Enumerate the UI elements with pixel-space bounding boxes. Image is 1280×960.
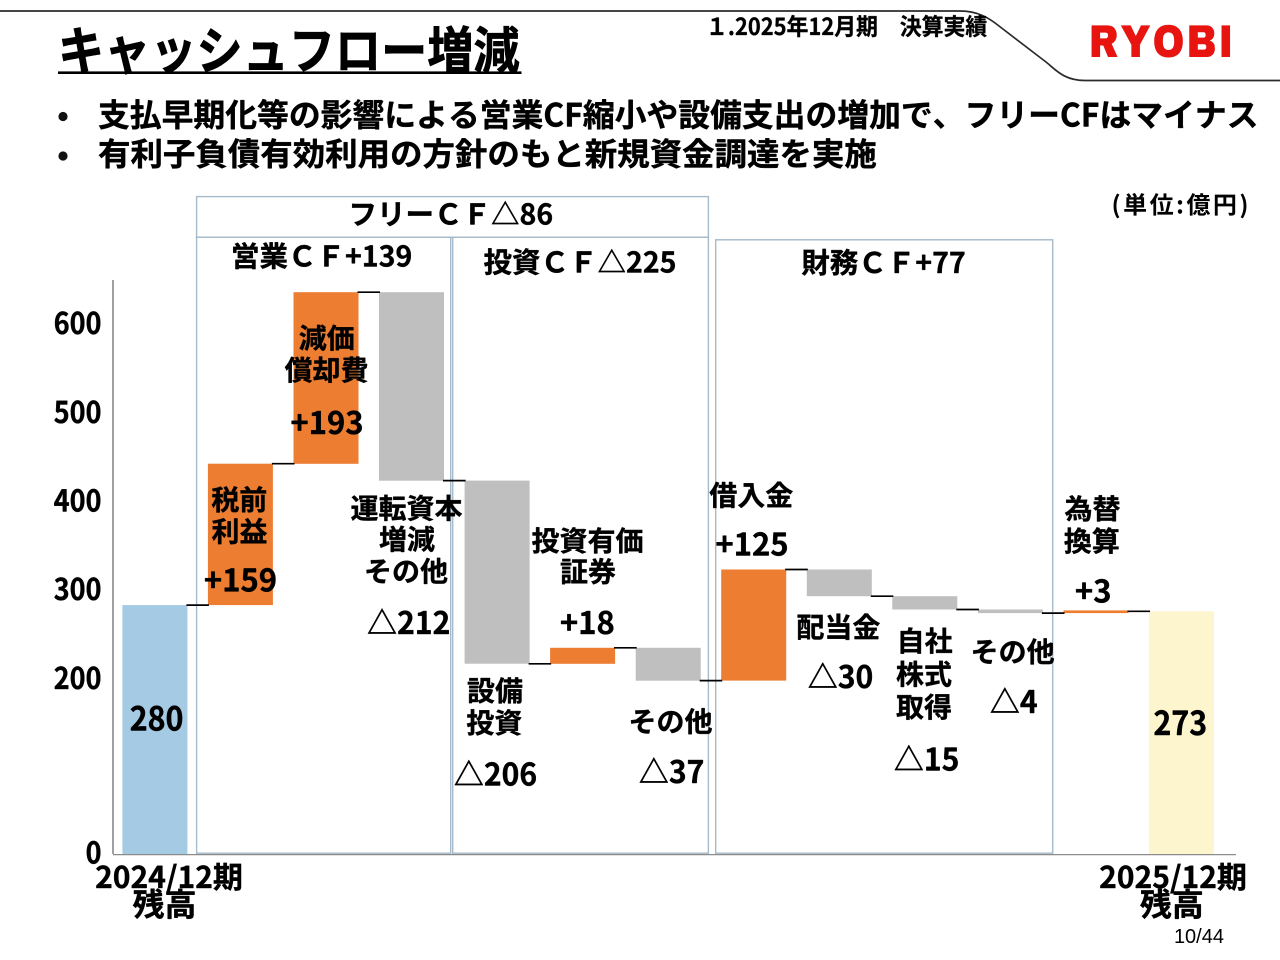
svg-text:10/44: 10/44 xyxy=(1174,926,1224,948)
